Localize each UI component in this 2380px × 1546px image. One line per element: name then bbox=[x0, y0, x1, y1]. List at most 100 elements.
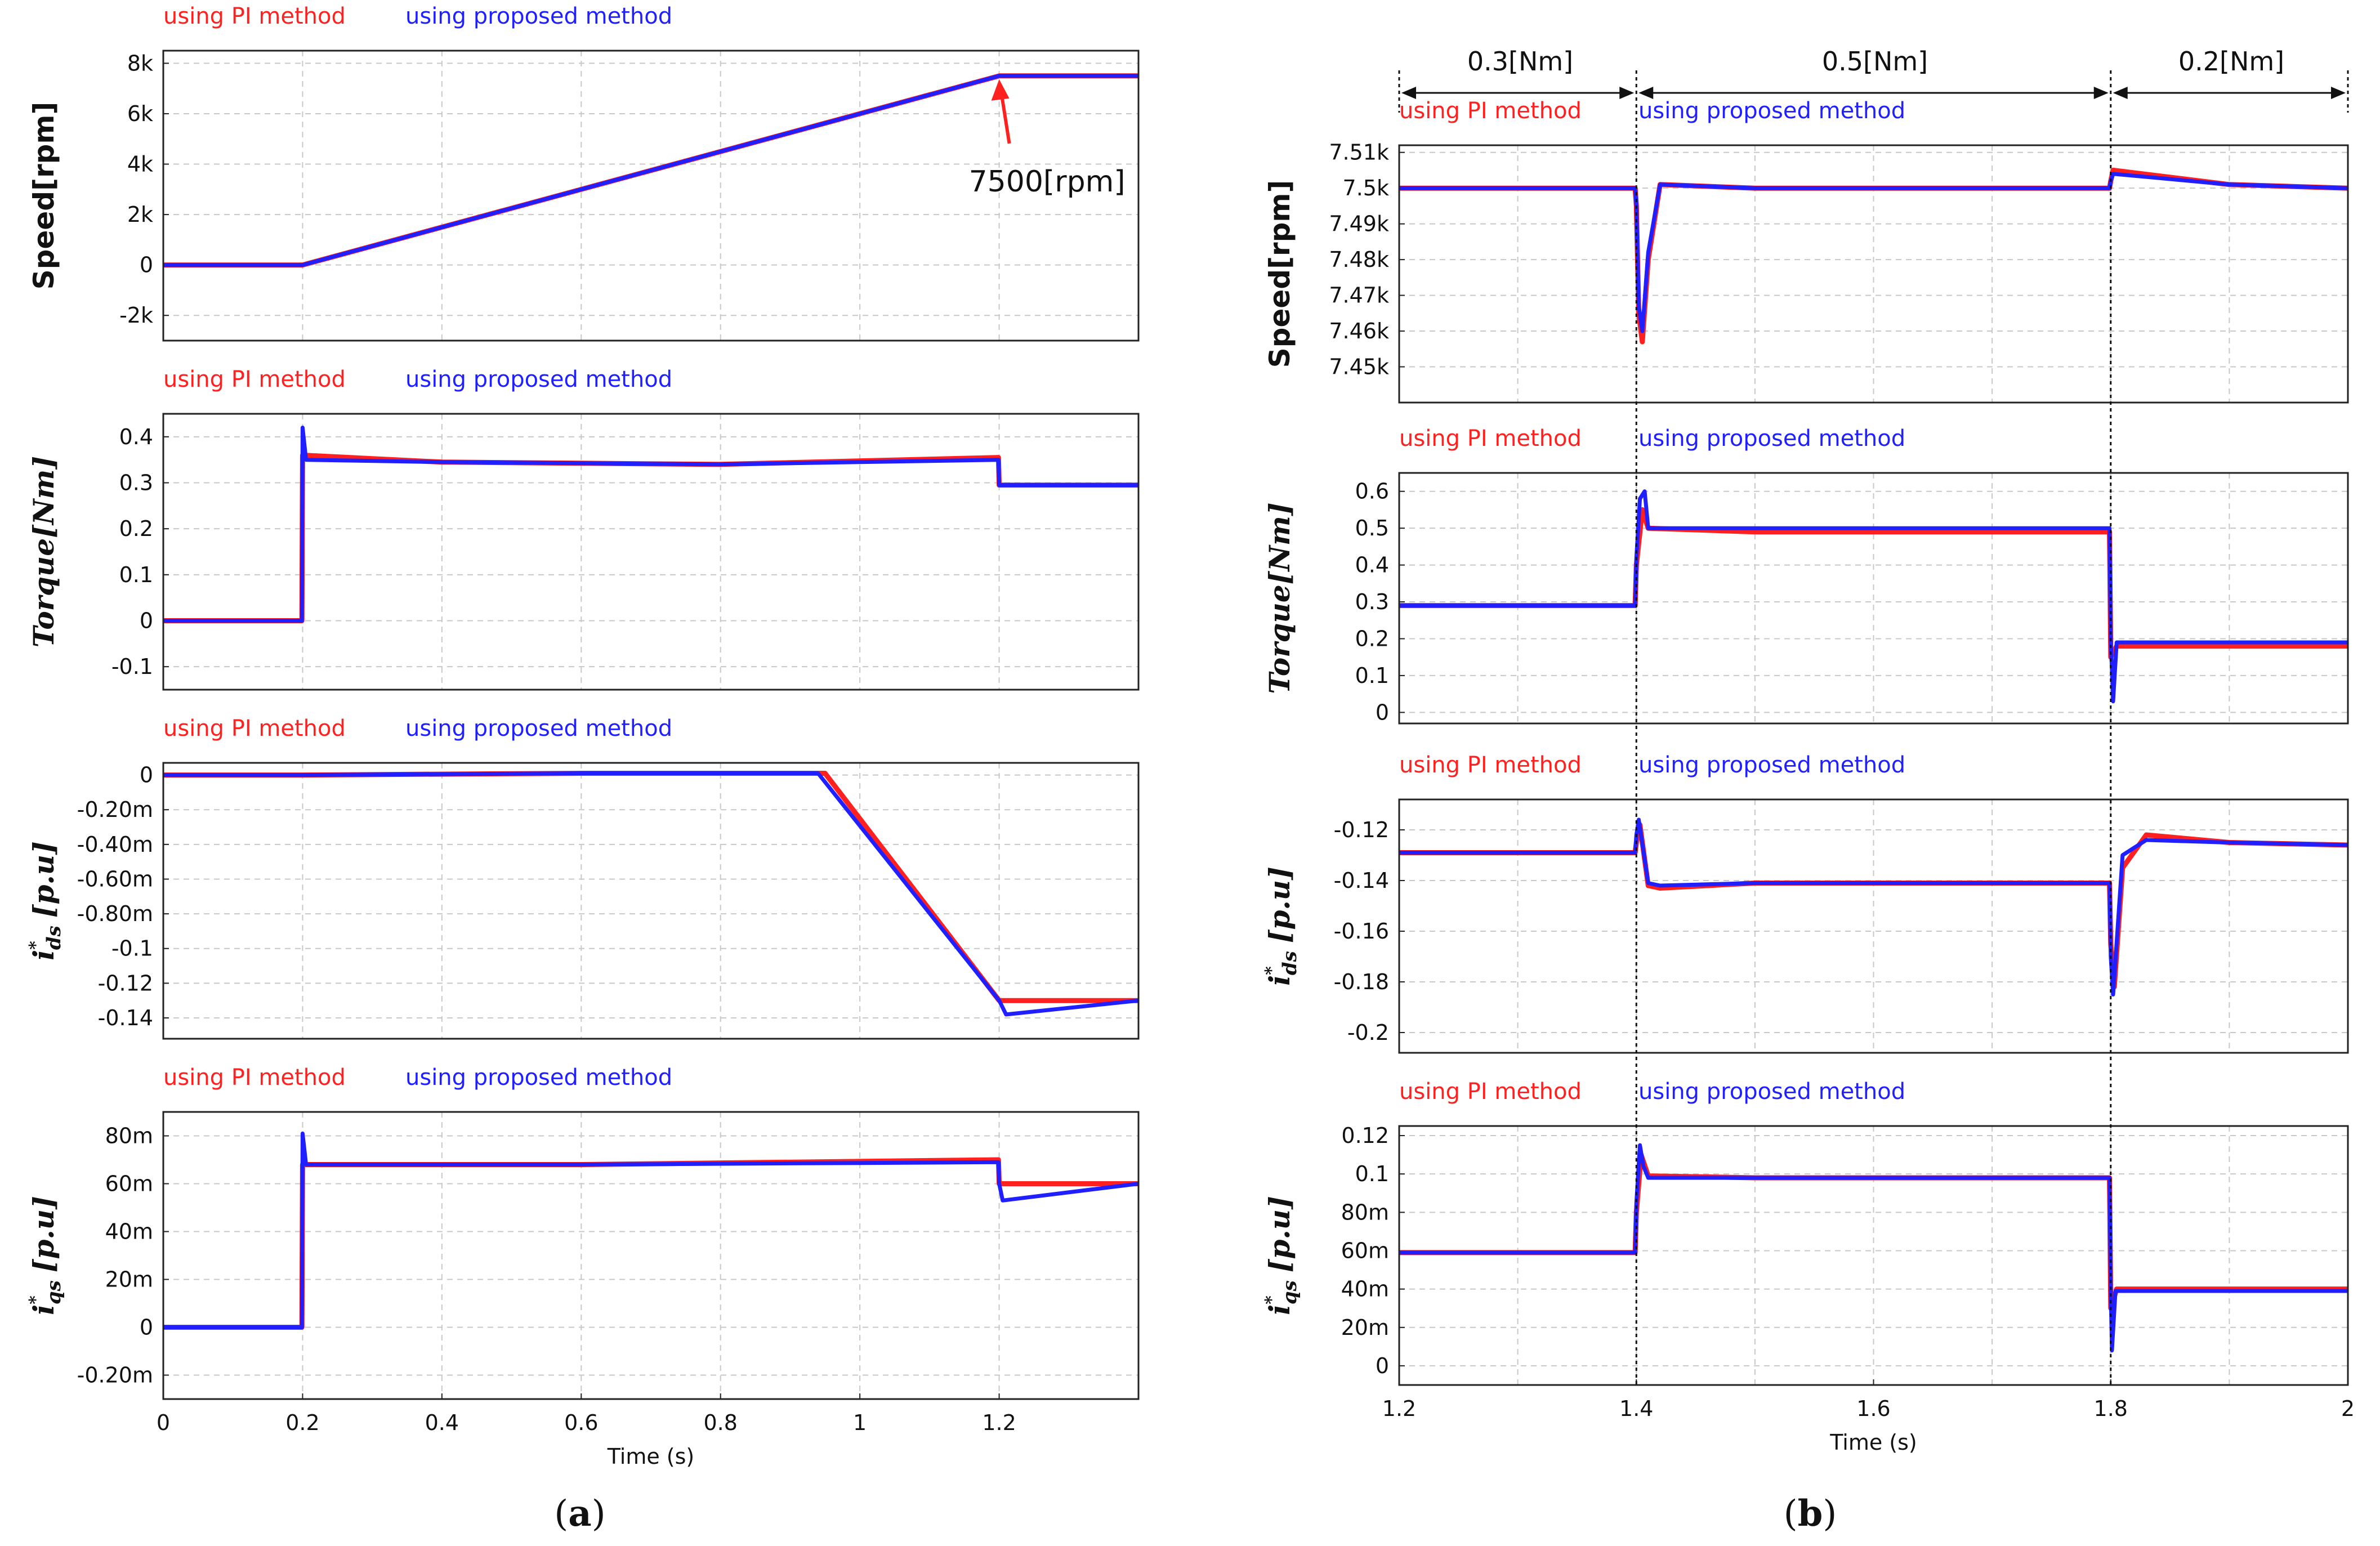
y-tick-label: 7.5k bbox=[1343, 176, 1389, 200]
y-tick-label: -0.14 bbox=[1334, 868, 1389, 893]
segment-markers bbox=[1398, 70, 2349, 1385]
y-tick-label: 20m bbox=[105, 1267, 153, 1292]
y-tick-label: -0.14 bbox=[98, 1006, 153, 1030]
chart-a3: using PI method using proposed method 0 -0.… bbox=[26, 716, 1140, 1040]
y-axis-label: i*qs[p.u] bbox=[26, 1196, 65, 1315]
plot-frame bbox=[1398, 144, 2349, 404]
y-tick-label: 40m bbox=[1341, 1277, 1389, 1302]
y-tick-label: 20m bbox=[1341, 1315, 1389, 1340]
legend-proposed: using proposed method bbox=[1638, 426, 1905, 452]
chart-a4: using PI method using proposed method -0.2… bbox=[26, 1065, 1140, 1469]
y-tick-label: 0.1 bbox=[1355, 1161, 1389, 1186]
y-tick-label: 60m bbox=[105, 1172, 153, 1196]
x-tick-label: 1.2 bbox=[982, 1410, 1016, 1435]
y-tick-label: 0 bbox=[1376, 1353, 1389, 1378]
series-line-proposed bbox=[163, 426, 1138, 623]
x-tick-label: 1 bbox=[853, 1410, 867, 1435]
y-tick-label: -2k bbox=[119, 303, 153, 328]
segment-label-1: 0.5[Nm] bbox=[1822, 46, 1928, 77]
y-tick-label: 0.4 bbox=[1355, 553, 1389, 578]
series-line-proposed bbox=[1399, 1143, 2348, 1353]
plot-frame bbox=[1398, 798, 2349, 1054]
legend-pi: using PI method bbox=[1399, 1079, 1582, 1105]
series-line-pi bbox=[163, 1157, 1138, 1330]
x-tick-label: 1.8 bbox=[2094, 1396, 2128, 1421]
x-tick-label: 0 bbox=[157, 1410, 170, 1435]
y-tick-label: 0.12 bbox=[1341, 1123, 1389, 1148]
x-tick-label: 0.8 bbox=[703, 1410, 737, 1435]
y-tick-label: -0.60m bbox=[77, 866, 153, 891]
plots-layer: using PI method using proposed method -2k 0… bbox=[26, 3, 2355, 1469]
y-tick-label: -0.80m bbox=[77, 901, 153, 926]
chart-b1: using PI method using proposed method 7.45… bbox=[1263, 98, 2349, 404]
legend-proposed: using proposed method bbox=[1638, 98, 1905, 124]
annotation-arrowhead bbox=[991, 79, 1010, 101]
plot-frame bbox=[162, 762, 1140, 1040]
y-tick-label: 0 bbox=[140, 763, 153, 788]
legend-pi: using PI method bbox=[163, 3, 346, 29]
y-tick-label: 7.47k bbox=[1329, 283, 1389, 308]
y-tick-label: 0 bbox=[140, 253, 153, 278]
y-tick-label: 0.6 bbox=[1355, 479, 1389, 504]
plot-frame bbox=[162, 1111, 1140, 1400]
y-tick-label: 60m bbox=[1341, 1238, 1389, 1263]
series-line-proposed bbox=[163, 771, 1139, 1017]
x-tick-label: 1.6 bbox=[1856, 1396, 1890, 1421]
y-tick-label: 0.2 bbox=[1355, 626, 1389, 651]
y-tick-label: 0 bbox=[140, 1315, 153, 1340]
legend-pi: using PI method bbox=[1399, 98, 1582, 124]
y-axis-label: Torque[Nm] bbox=[1263, 502, 1296, 694]
y-tick-label: 0.5 bbox=[1355, 516, 1389, 540]
y-tick-label: 4k bbox=[127, 152, 153, 177]
y-tick-label: -0.12 bbox=[1334, 817, 1389, 842]
plot-frame bbox=[162, 413, 1140, 691]
legend-pi: using PI method bbox=[1399, 752, 1582, 778]
series-line-proposed bbox=[163, 1131, 1139, 1329]
y-tick-label: 0.4 bbox=[119, 425, 153, 449]
x-tick-label: 0.2 bbox=[285, 1410, 319, 1435]
y-tick-label: 7.45k bbox=[1329, 355, 1389, 379]
chart-b2: using PI method using proposed method 0 0.1… bbox=[1263, 426, 2349, 725]
panel-label-a: (a) bbox=[554, 1493, 605, 1535]
x-tick-label: 1.4 bbox=[1619, 1396, 1653, 1421]
y-tick-label: 80m bbox=[1341, 1200, 1389, 1225]
y-axis-label: Speed[rpm] bbox=[28, 102, 60, 290]
y-tick-label: 40m bbox=[105, 1219, 153, 1244]
y-tick-label: 0.1 bbox=[119, 562, 153, 587]
y-axis-label: i*ds[p.u] bbox=[1262, 866, 1301, 986]
y-axis-label: i*qs[p.u] bbox=[1262, 1196, 1301, 1315]
y-tick-label: -0.2 bbox=[1347, 1020, 1389, 1045]
x-tick-label: 2 bbox=[2341, 1396, 2355, 1421]
y-tick-label: -0.18 bbox=[1334, 969, 1389, 994]
legend-pi: using PI method bbox=[163, 1065, 346, 1091]
y-tick-label: 0.1 bbox=[1355, 663, 1389, 688]
segment-arrowhead-left bbox=[1401, 87, 1416, 99]
chart-a1: using PI method using proposed method -2k 0… bbox=[28, 3, 1140, 342]
legend-proposed: using proposed method bbox=[1638, 752, 1905, 778]
legend-pi: using PI method bbox=[1399, 426, 1582, 452]
segment-arrowhead-right bbox=[2331, 87, 2346, 99]
y-tick-label: -0.1 bbox=[111, 936, 153, 961]
y-tick-label: 2k bbox=[127, 202, 153, 227]
plot-frame bbox=[1398, 1125, 2349, 1386]
series-line-proposed bbox=[1399, 817, 2348, 997]
y-tick-label: 0.3 bbox=[119, 471, 153, 495]
series-line-pi bbox=[163, 453, 1138, 623]
legend-proposed: using proposed method bbox=[1638, 1079, 1905, 1105]
x-axis-title: Time (s) bbox=[1829, 1430, 1917, 1455]
segment-label-2: 0.2[Nm] bbox=[2178, 46, 2284, 77]
y-tick-label: -0.1 bbox=[111, 654, 153, 679]
legend-proposed: using proposed method bbox=[405, 3, 672, 29]
legend-proposed: using proposed method bbox=[405, 1065, 672, 1091]
y-tick-label: -0.20m bbox=[77, 797, 153, 822]
series-line-pi bbox=[1399, 507, 2348, 660]
plot-frame bbox=[1398, 472, 2349, 725]
legend-pi: using PI method bbox=[163, 367, 346, 392]
y-tick-label: 8k bbox=[127, 51, 153, 75]
plot-frame bbox=[162, 50, 1140, 342]
y-tick-label: 7.48k bbox=[1329, 247, 1389, 272]
y-tick-label: 0 bbox=[140, 609, 153, 633]
legend-pi: using PI method bbox=[163, 716, 346, 741]
series-line-proposed bbox=[163, 74, 1138, 267]
